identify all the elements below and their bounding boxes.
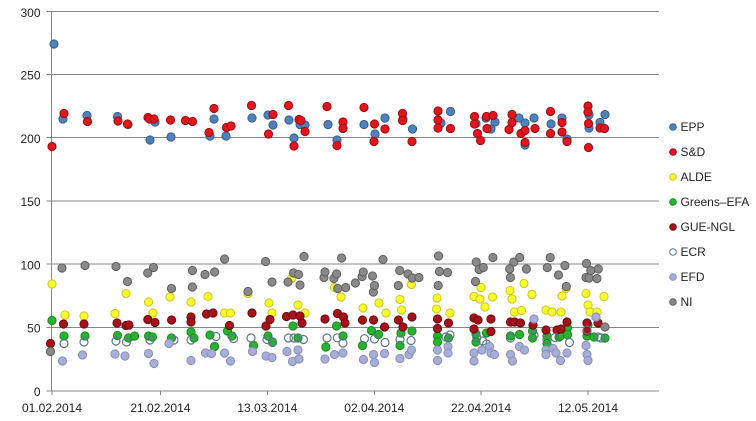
svg-text:0: 0 — [34, 385, 41, 399]
svg-text:22.04.2014: 22.04.2014 — [451, 401, 511, 415]
svg-text:NI: NI — [681, 295, 693, 309]
svg-text:300: 300 — [20, 6, 40, 20]
svg-text:EFD: EFD — [681, 270, 705, 284]
svg-text:ECR: ECR — [681, 245, 707, 259]
svg-text:S&D: S&D — [681, 145, 706, 159]
svg-text:02.04.2014: 02.04.2014 — [344, 401, 404, 415]
svg-text:EPP: EPP — [681, 120, 705, 134]
svg-text:13.03.2014: 13.03.2014 — [237, 401, 297, 415]
svg-text:200: 200 — [20, 132, 40, 146]
svg-text:ALDE: ALDE — [681, 170, 712, 184]
svg-text:50: 50 — [27, 322, 41, 336]
svg-text:01.02.2014: 01.02.2014 — [22, 401, 82, 415]
svg-text:250: 250 — [20, 69, 40, 83]
svg-text:12.05.2014: 12.05.2014 — [558, 401, 618, 415]
svg-text:GUE-NGL: GUE-NGL — [681, 220, 736, 234]
svg-text:100: 100 — [20, 258, 40, 272]
svg-text:Greens–EFA: Greens–EFA — [681, 195, 750, 209]
svg-text:21.02.2014: 21.02.2014 — [130, 401, 190, 415]
svg-text:150: 150 — [20, 195, 40, 209]
